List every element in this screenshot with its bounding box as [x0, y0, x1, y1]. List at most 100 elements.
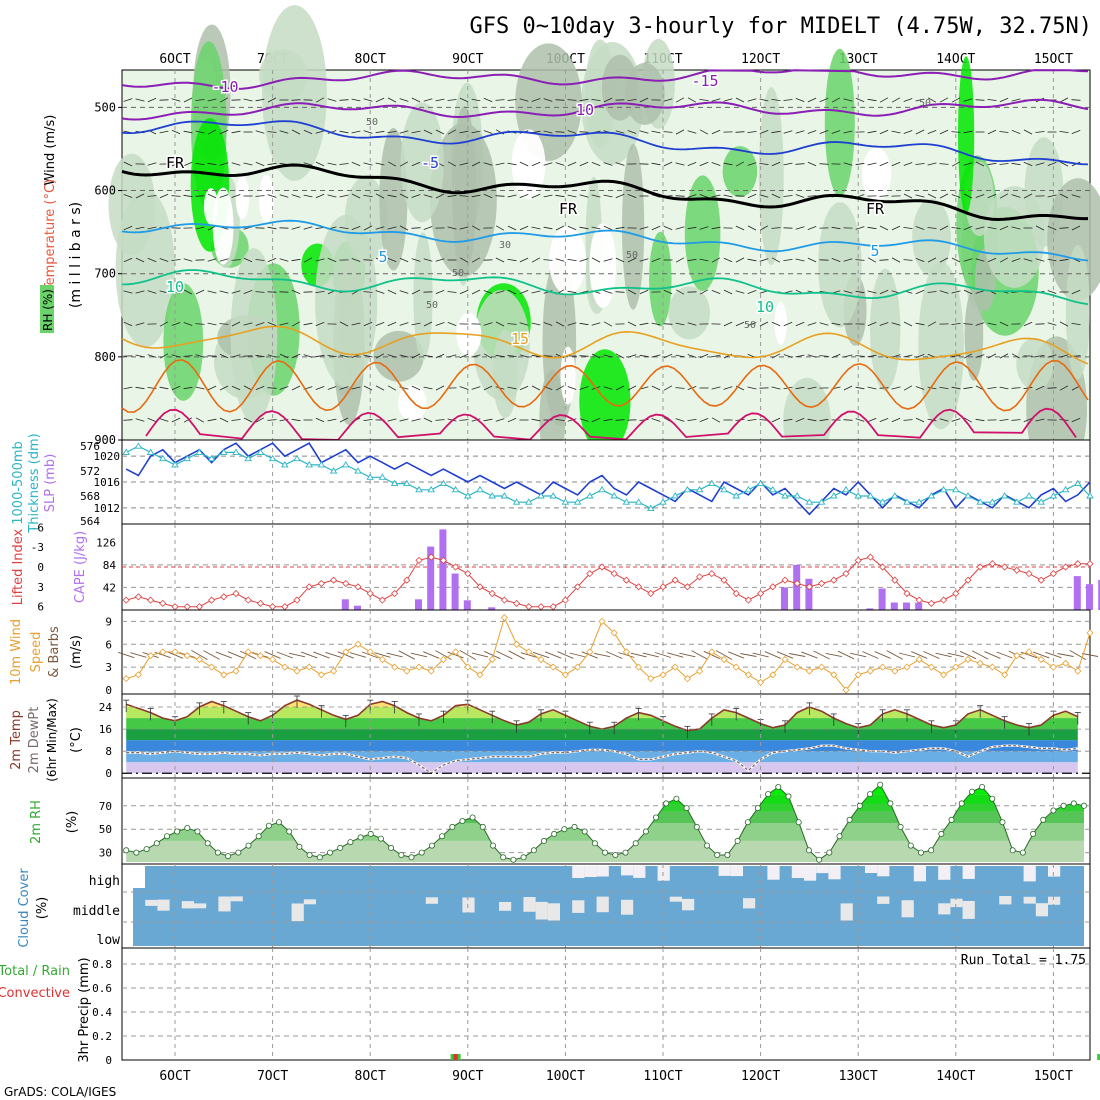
cape-bar — [1086, 584, 1093, 610]
lifted-index-point — [647, 589, 655, 598]
wind-barb — [195, 323, 205, 325]
upper-air-panel: -15 -10 10 -5 FR FR FR 5 5 10 10 15 50 50 30 50 50 50 50 5… — [94, 5, 1100, 482]
ylabel-wind10-unit: (m/s) — [69, 635, 84, 669]
wind-barb — [651, 225, 661, 231]
wind-barb — [999, 321, 1009, 327]
wind-barb — [675, 226, 685, 230]
lifted-index-point — [305, 583, 313, 591]
wind10-point — [805, 667, 813, 675]
wind-barb — [699, 99, 709, 101]
wind-barb — [639, 97, 649, 103]
wind-barb — [291, 385, 301, 391]
rh-blob — [824, 48, 855, 197]
wind-barb — [303, 194, 313, 198]
cloud-gap-mid — [682, 898, 695, 911]
wind-barb — [783, 354, 793, 358]
wind-barb — [1011, 194, 1021, 198]
thickness-point — [525, 498, 533, 505]
thickness-point — [537, 492, 545, 499]
rh2m-point — [296, 843, 303, 850]
wind10-point — [134, 671, 142, 679]
wind-barb — [135, 193, 145, 199]
wind10-barb — [264, 651, 281, 659]
bottom-date-0: 6OCT — [159, 1069, 190, 1084]
wind-barb — [579, 194, 589, 198]
bottom-date-3: 9OCT — [452, 1069, 483, 1084]
wind-barb — [1047, 162, 1057, 166]
wind-barb — [771, 161, 781, 167]
cloud-gap-mid — [840, 903, 853, 921]
temperature-contours — [121, 69, 1089, 441]
lifted-index-point — [671, 576, 679, 584]
wind10-series — [118, 614, 1099, 694]
wind10-point — [927, 663, 935, 671]
wind10-point — [635, 663, 643, 671]
wind-barb — [855, 259, 865, 261]
wind10-point — [366, 648, 374, 656]
lifted-index-point — [1062, 563, 1070, 571]
lifted-index-point — [903, 589, 911, 598]
wind-barb — [411, 130, 421, 134]
wind-barb — [603, 194, 613, 198]
lifted-index-point — [744, 596, 752, 604]
wind-barb — [1047, 225, 1057, 231]
cloud-gap-high — [596, 866, 609, 877]
lifted-index-point — [805, 583, 813, 591]
lifted-index-point — [598, 563, 606, 571]
wind-barb — [195, 386, 205, 390]
rh2m-point — [1050, 807, 1057, 814]
wind-barb — [171, 98, 181, 102]
wind-barb — [411, 353, 421, 359]
wind-barb — [855, 226, 865, 230]
wind-barb — [231, 130, 241, 134]
wind-barb — [663, 289, 673, 295]
wind-barb — [423, 321, 433, 327]
cape-tick-84: 84 — [103, 559, 117, 572]
rh-label-4: 50 — [452, 268, 464, 279]
wind-barb — [195, 163, 205, 165]
wind-barb — [363, 225, 373, 231]
rh2m-point — [938, 830, 945, 837]
wind-barb — [315, 193, 325, 199]
wind10-point — [342, 648, 350, 656]
wind-barb — [435, 129, 445, 135]
wind10-barb — [386, 652, 403, 658]
wind-barb — [495, 99, 505, 101]
wind-barb — [615, 419, 625, 421]
wind-barb — [687, 97, 697, 103]
wind-barb — [963, 193, 973, 199]
wind-barb — [495, 162, 505, 166]
wind-barb — [543, 322, 553, 326]
wind-barb — [387, 226, 397, 230]
wind-barb — [579, 131, 589, 133]
wind10-barb — [435, 650, 452, 660]
temp-contour-8 — [145, 407, 1077, 441]
wind-barb — [351, 258, 361, 262]
wind10-point — [415, 663, 423, 671]
wind-barb — [267, 194, 277, 198]
precip-panel-frame — [121, 947, 1091, 1061]
cloud-gap-mid — [938, 903, 951, 915]
wind-barb — [747, 162, 757, 166]
wind-barb — [543, 355, 553, 357]
thickness-point — [903, 498, 911, 505]
thickness-point — [1049, 492, 1058, 499]
thickness-point — [329, 467, 338, 474]
thickness-point — [220, 448, 228, 455]
bottom-date-5: 11OCT — [643, 1069, 682, 1084]
wind-barb — [1059, 385, 1069, 391]
cape-bar — [463, 600, 471, 610]
rh-blob — [918, 261, 964, 430]
thk-tick-568: 568 — [80, 490, 100, 503]
wind-barb — [891, 225, 901, 231]
wind-barb — [927, 193, 937, 199]
wind-barb — [231, 162, 241, 166]
wind10-point — [1001, 671, 1009, 679]
wind-barb — [771, 193, 781, 199]
contour-label-8: 5 — [870, 242, 879, 260]
wind10-barb — [947, 652, 964, 658]
wind-barb — [171, 195, 181, 197]
thk-tick-564: 564 — [80, 515, 100, 528]
slp-ticks: 564 568 572 576 1012 1016 1020 — [80, 440, 120, 528]
